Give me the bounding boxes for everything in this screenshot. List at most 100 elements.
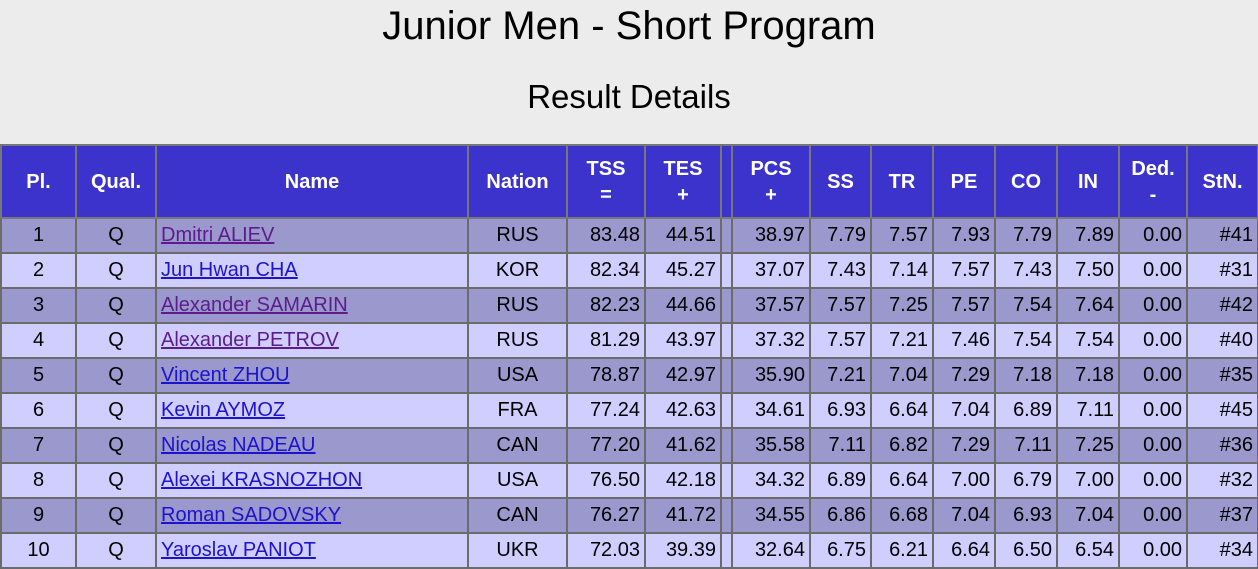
place-cell: 7: [0, 427, 77, 464]
pcs-cell: 37.32: [731, 322, 811, 359]
pe-cell: 7.00: [932, 462, 996, 499]
nation-cell: RUS: [467, 322, 568, 359]
table-row: 10 Q Yaroslav PANIOT UKR 72.03 39.39 32.64 6.75…: [0, 532, 1258, 569]
skater-link[interactable]: Vincent ZHOU: [161, 364, 290, 386]
pcs-cell: 37.07: [731, 252, 811, 289]
nation-cell: USA: [467, 357, 568, 394]
tr-cell: 7.04: [870, 357, 934, 394]
header-row: Pl. Qual. Name Nation TSS = TES + PCS + SS …: [0, 144, 1258, 219]
table-row: 6 Q Kevin AYMOZ FRA 77.24 42.63 34.61 6.93 6.64 7…: [0, 392, 1258, 429]
pcs-cell: 35.90: [731, 357, 811, 394]
qual-cell: Q: [75, 322, 157, 359]
ded-cell: 0.00: [1118, 287, 1188, 324]
co-cell: 6.89: [994, 392, 1058, 429]
qual-cell: Q: [75, 532, 157, 569]
pe-cell: 6.64: [932, 532, 996, 569]
start-number-cell: #32: [1186, 462, 1258, 499]
skater-link[interactable]: Dmitri ALIEV: [161, 224, 275, 246]
pcs-cell: 37.57: [731, 287, 811, 324]
nation-cell: UKR: [467, 532, 568, 569]
table-row: 1 Q Dmitri ALIEV RUS 83.48 44.51 38.97 7.79 7.57…: [0, 217, 1258, 254]
skater-link[interactable]: Jun Hwan CHA: [161, 259, 298, 281]
tss-cell: 76.50: [566, 462, 646, 499]
skater-link[interactable]: Nicolas NADEAU: [161, 434, 316, 456]
col-header-tss: TSS =: [566, 144, 646, 219]
start-number-cell: #45: [1186, 392, 1258, 429]
skater-link[interactable]: Yaroslav PANIOT: [161, 539, 316, 561]
co-cell: 7.79: [994, 217, 1058, 254]
pe-cell: 7.57: [932, 252, 996, 289]
skater-link[interactable]: Roman SADOVSKY: [161, 504, 342, 526]
col-header-ded: Ded. -: [1118, 144, 1188, 219]
col-header-qual: Qual.: [75, 144, 157, 219]
ded-cell: 0.00: [1118, 322, 1188, 359]
name-cell: Alexander PETROV: [155, 322, 469, 359]
tes-cell: 41.62: [644, 427, 722, 464]
col-header-name: Name: [155, 144, 469, 219]
in-cell: 7.04: [1056, 497, 1120, 534]
nation-cell: RUS: [467, 287, 568, 324]
ded-cell: 0.00: [1118, 427, 1188, 464]
tss-cell: 76.27: [566, 497, 646, 534]
col-header-stn: StN.: [1186, 144, 1258, 219]
ded-cell: 0.00: [1118, 462, 1188, 499]
pe-cell: 7.93: [932, 217, 996, 254]
ss-cell: 7.21: [809, 357, 872, 394]
skater-link[interactable]: Alexander SAMARIN: [161, 294, 348, 316]
in-cell: 7.64: [1056, 287, 1120, 324]
tss-cell: 77.20: [566, 427, 646, 464]
qual-cell: Q: [75, 287, 157, 324]
in-cell: 7.00: [1056, 462, 1120, 499]
co-cell: 7.54: [994, 322, 1058, 359]
qual-cell: Q: [75, 252, 157, 289]
ded-cell: 0.00: [1118, 532, 1188, 569]
in-cell: 7.50: [1056, 252, 1120, 289]
name-cell: Roman SADOVSKY: [155, 497, 469, 534]
in-cell: 7.89: [1056, 217, 1120, 254]
pcs-cell: 34.55: [731, 497, 811, 534]
tr-cell: 7.25: [870, 287, 934, 324]
place-cell: 6: [0, 392, 77, 429]
in-cell: 7.11: [1056, 392, 1120, 429]
name-cell: Jun Hwan CHA: [155, 252, 469, 289]
ss-cell: 6.93: [809, 392, 872, 429]
tes-cell: 44.66: [644, 287, 722, 324]
pcs-cell: 32.64: [731, 532, 811, 569]
ss-cell: 7.79: [809, 217, 872, 254]
skater-link[interactable]: Alexei KRASNOZHON: [161, 469, 363, 491]
pe-cell: 7.29: [932, 427, 996, 464]
pcs-cell: 34.32: [731, 462, 811, 499]
name-cell: Dmitri ALIEV: [155, 217, 469, 254]
pcs-cell: 34.61: [731, 392, 811, 429]
skater-link[interactable]: Kevin AYMOZ: [161, 399, 286, 421]
ded-cell: 0.00: [1118, 497, 1188, 534]
place-cell: 10: [0, 532, 77, 569]
qual-cell: Q: [75, 217, 157, 254]
pe-cell: 7.57: [932, 287, 996, 324]
tes-cell: 41.72: [644, 497, 722, 534]
spacer-cell: [720, 462, 733, 499]
tr-cell: 6.21: [870, 532, 934, 569]
start-number-cell: #34: [1186, 532, 1258, 569]
tes-cell: 43.97: [644, 322, 722, 359]
qual-cell: Q: [75, 497, 157, 534]
pe-cell: 7.04: [932, 497, 996, 534]
table-row: 8 Q Alexei KRASNOZHON USA 76.50 42.18 34.32 6.8…: [0, 462, 1258, 499]
tes-cell: 42.18: [644, 462, 722, 499]
ded-cell: 0.00: [1118, 252, 1188, 289]
skater-link[interactable]: Alexander PETROV: [161, 329, 339, 351]
ded-cell: 0.00: [1118, 357, 1188, 394]
col-header-co: CO: [994, 144, 1058, 219]
name-cell: Alexei KRASNOZHON: [155, 462, 469, 499]
qual-cell: Q: [75, 357, 157, 394]
co-cell: 6.50: [994, 532, 1058, 569]
tes-cell: 44.51: [644, 217, 722, 254]
col-header-ss: SS: [809, 144, 872, 219]
tr-cell: 6.64: [870, 392, 934, 429]
qual-cell: Q: [75, 462, 157, 499]
co-cell: 7.11: [994, 427, 1058, 464]
pe-cell: 7.29: [932, 357, 996, 394]
qual-cell: Q: [75, 427, 157, 464]
tr-cell: 7.14: [870, 252, 934, 289]
spacer-cell: [720, 427, 733, 464]
